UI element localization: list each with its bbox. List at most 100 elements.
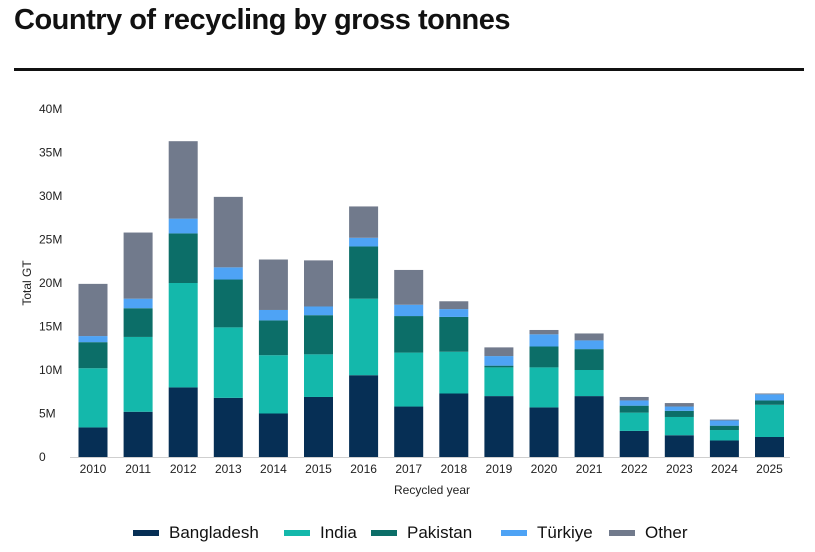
x-tick-label: 2015 [305, 462, 332, 476]
legend-label: Bangladesh [169, 523, 259, 542]
page-title: Country of recycling by gross tonnes [14, 4, 511, 36]
bar-2018-trkiye [439, 309, 469, 317]
y-tick-label: 0 [39, 450, 46, 464]
bar-2022-other [619, 396, 649, 401]
bar-2012-trkiye [168, 218, 198, 234]
x-tick-label: 2025 [756, 462, 783, 476]
x-tick-label: 2013 [215, 462, 242, 476]
legend-item-pakistan: Pakistan [371, 518, 472, 548]
legend-swatch [501, 530, 527, 536]
bar-2012-pakistan [168, 233, 198, 283]
y-tick-label: 35M [39, 146, 62, 160]
bar-2010-india [78, 368, 108, 428]
bar-2016-trkiye [349, 237, 379, 247]
bar-2014-pakistan [258, 320, 288, 356]
bar-2020-bangladesh [529, 407, 559, 457]
y-tick-label: 40M [39, 102, 62, 116]
bar-2015-trkiye [304, 306, 333, 316]
x-tick-label: 2014 [260, 462, 287, 476]
chart-legend: Bangladesh India Pakistan Türkiye Other [0, 518, 815, 548]
bar-2010-other [78, 283, 108, 337]
bar-2013-trkiye [213, 267, 243, 280]
bar-2015-bangladesh [304, 396, 333, 457]
bar-2011-pakistan [123, 308, 153, 337]
legend-item-trkiye: Türkiye [501, 518, 593, 548]
bar-2023-pakistan [664, 410, 694, 417]
x-tick-label: 2020 [531, 462, 558, 476]
bar-2021-bangladesh [574, 396, 604, 457]
bar-2024-other [709, 419, 739, 421]
bar-2014-trkiye [258, 309, 288, 321]
bar-2020-trkiye [529, 334, 559, 347]
x-axis-label: Recycled year [394, 483, 470, 497]
bar-2013-pakistan [213, 279, 243, 328]
x-tick-label: 2017 [395, 462, 422, 476]
y-tick-label: 20M [39, 276, 62, 290]
bar-2018-other [439, 301, 469, 310]
bar-2025-bangladesh [755, 436, 784, 457]
bar-2022-trkiye [619, 400, 649, 406]
bar-2016-pakistan [349, 246, 379, 299]
bar-2024-india [709, 430, 739, 441]
x-tick-label: 2022 [621, 462, 648, 476]
bar-2025-trkiye [755, 394, 784, 401]
bar-2019-bangladesh [484, 396, 514, 457]
legend-item-bangladesh: Bangladesh [133, 518, 259, 548]
x-tick-label: 2024 [711, 462, 738, 476]
bar-2021-pakistan [574, 349, 604, 370]
x-tick-label: 2016 [350, 462, 377, 476]
bar-2018-india [439, 351, 469, 394]
bar-2018-bangladesh [439, 393, 469, 457]
bar-2025-india [755, 404, 784, 437]
x-tick-label: 2010 [80, 462, 107, 476]
bar-2014-bangladesh [258, 413, 288, 457]
legend-swatch [609, 530, 635, 536]
x-tick-label: 2011 [125, 462, 151, 476]
bar-2020-other [529, 329, 559, 335]
bar-2023-trkiye [664, 406, 694, 411]
bar-2023-other [664, 403, 694, 407]
bar-2025-other [755, 393, 784, 395]
bar-2011-bangladesh [123, 411, 153, 457]
bar-2021-other [574, 333, 604, 341]
y-tick-label: 10M [39, 363, 62, 377]
bar-2014-india [258, 355, 288, 414]
bar-2011-other [123, 232, 153, 299]
y-tick-label: 30M [39, 189, 62, 203]
bar-2013-bangladesh [213, 397, 243, 457]
bar-2017-pakistan [394, 316, 424, 353]
bar-2010-bangladesh [78, 427, 108, 457]
legend-label: India [320, 523, 357, 542]
bar-2023-india [664, 416, 694, 436]
bar-2019-other [484, 347, 514, 357]
y-tick-label: 15M [39, 320, 62, 334]
title-divider [14, 68, 804, 71]
bar-2016-bangladesh [349, 375, 379, 457]
x-tick-label: 2021 [576, 462, 603, 476]
bar-2024-pakistan [709, 425, 739, 431]
bar-2012-india [168, 283, 198, 388]
bar-2011-india [123, 336, 153, 412]
legend-label: Türkiye [537, 523, 593, 542]
bar-2021-india [574, 370, 604, 397]
legend-label: Pakistan [407, 523, 473, 542]
x-tick-label: 2012 [170, 462, 197, 476]
bar-2020-pakistan [529, 346, 559, 368]
x-tick-label: 2018 [440, 462, 467, 476]
bar-2024-bangladesh [709, 440, 739, 457]
bar-2017-india [394, 352, 424, 407]
bar-2022-india [619, 412, 649, 431]
bar-2014-other [258, 259, 288, 310]
bar-2019-india [484, 367, 514, 397]
bar-2025-pakistan [755, 400, 784, 405]
bar-2012-other [168, 141, 198, 219]
bar-2022-pakistan [619, 405, 649, 413]
bar-2017-bangladesh [394, 406, 424, 457]
bar-2015-other [304, 260, 333, 307]
y-tick-label: 25M [39, 233, 62, 247]
bar-2015-pakistan [304, 315, 333, 355]
bar-2019-trkiye [484, 356, 514, 366]
bar-2024-trkiye [709, 420, 739, 426]
bar-2010-pakistan [78, 342, 108, 369]
legend-item-other: Other [609, 518, 688, 548]
